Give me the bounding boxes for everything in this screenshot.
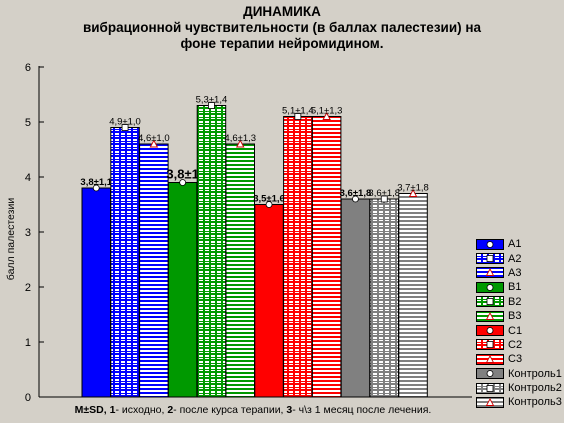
legend-marker — [486, 341, 494, 349]
legend-marker — [486, 283, 494, 291]
bar-marker — [352, 195, 359, 203]
bar-marker — [149, 139, 159, 148]
legend-swatch — [476, 339, 504, 351]
bar-marker — [408, 189, 418, 197]
legend-item: Контроль1 — [476, 367, 564, 381]
y-tick-label: 6 — [25, 62, 31, 74]
legend-item: B2 — [476, 295, 564, 309]
legend-label: Контроль2 — [508, 382, 562, 395]
bar-value-label: 5,1±1,3 — [311, 106, 343, 117]
y-tick-label: 0 — [25, 392, 31, 404]
legend-item: A1 — [476, 237, 564, 251]
bar-A3 — [139, 143, 169, 398]
legend-swatch — [476, 396, 504, 408]
legend-marker — [486, 370, 494, 378]
bar-C3 — [311, 116, 342, 398]
legend-item: Контроль3 — [476, 395, 564, 409]
legend-swatch — [476, 296, 504, 308]
bar-Контроль2 — [369, 198, 399, 398]
bar-marker — [235, 139, 245, 148]
legend-swatch — [476, 368, 504, 380]
y-tick-label: 3 — [25, 227, 31, 239]
legend-swatch — [476, 267, 504, 279]
bar-B1 — [167, 182, 198, 398]
legend-marker — [485, 268, 495, 277]
legend-item: C1 — [476, 323, 564, 337]
legend-item: B3 — [476, 309, 564, 323]
bar-value-label: 3,7±1,8 — [397, 183, 429, 194]
bar-value-label: 3,8±1 — [166, 167, 198, 182]
legend-swatch — [476, 353, 504, 365]
bar-C2 — [283, 116, 313, 398]
bar-value-label: 4,9±1,0 — [109, 117, 141, 128]
chart-title-line: ДИНАМИКА — [243, 4, 321, 19]
legend-item: A2 — [476, 251, 564, 265]
bar-A1 — [81, 187, 111, 398]
chart-title: ДИНАМИКА вибрационной чувствительности (… — [0, 4, 564, 52]
legend-marker — [485, 398, 495, 406]
legend-label: B3 — [508, 310, 522, 323]
legend-item: C3 — [476, 352, 564, 366]
legend-label: A1 — [508, 238, 522, 251]
y-axis-label: балл палестезии — [5, 198, 17, 281]
legend-marker — [486, 298, 494, 306]
bar-value-label: 5,1±1,4 — [282, 106, 314, 117]
bar-value-label: 3,5±1,6 — [253, 194, 285, 205]
legend-marker — [486, 240, 494, 248]
legend-marker — [486, 384, 494, 392]
y-tick-label: 4 — [25, 172, 31, 184]
bar-value-label: 3,8±1,1 — [80, 177, 112, 188]
chart-legend: A1 A2 A3 B1 B2 B3 C1 C2 C3 Контроль1 Контроль2 Конт… — [476, 237, 564, 410]
legend-label: B2 — [508, 295, 522, 308]
bar-Контроль1 — [340, 198, 371, 398]
y-tick-label: 5 — [25, 117, 31, 129]
chart-title-line: фоне терапии нейромидином. — [180, 36, 384, 51]
legend-marker — [485, 354, 495, 363]
bar-C1 — [254, 204, 284, 398]
bar-marker — [322, 112, 331, 120]
legend-swatch — [476, 382, 504, 394]
legend-label: B1 — [508, 281, 522, 294]
legend-swatch — [476, 281, 504, 293]
legend-marker — [486, 327, 494, 334]
legend-swatch — [476, 325, 504, 337]
bar-marker — [92, 184, 100, 192]
bar-marker — [179, 179, 187, 186]
bar-value-label: 4,6±1,0 — [138, 133, 170, 144]
bar-Контроль3 — [398, 193, 428, 398]
y-tick-label: 2 — [25, 282, 31, 294]
bar-B3 — [225, 143, 255, 398]
bar-B2 — [196, 105, 227, 398]
legend-swatch — [476, 310, 504, 322]
legend-label: A2 — [508, 252, 522, 265]
legend-label: C3 — [508, 353, 523, 366]
bar-value-label: 3,6±1,8 — [340, 188, 372, 199]
legend-item: C2 — [476, 338, 564, 352]
legend-item: A3 — [476, 266, 564, 280]
bar-marker — [294, 113, 302, 120]
bar-value-label: 4,6±1,3 — [224, 133, 256, 144]
chart-title-line: вибрационной чувствительности (в баллах … — [82, 20, 482, 35]
legend-item: Контроль2 — [476, 381, 564, 395]
legend-swatch — [476, 238, 504, 250]
legend-label: Контроль3 — [508, 396, 562, 409]
legend-label: A3 — [508, 266, 522, 279]
legend-marker — [485, 311, 495, 320]
legend-label: C1 — [508, 324, 523, 337]
x-axis-label: M±SD, 1- исходно, 2- после курса терапии… — [75, 404, 432, 416]
legend-label: C2 — [508, 338, 523, 351]
legend-label: Контроль1 — [508, 367, 562, 380]
bar-marker — [265, 201, 273, 208]
legend-marker — [486, 255, 494, 262]
bar-marker — [121, 124, 129, 131]
y-tick-label: 1 — [25, 337, 31, 349]
bar-A2 — [110, 127, 140, 398]
legend-item: B1 — [476, 280, 564, 294]
bar-value-label: 5,3±1,4 — [196, 95, 228, 106]
legend-swatch — [476, 253, 504, 265]
bar-marker — [208, 102, 215, 109]
bar-value-label: 3,6±1,8 — [368, 188, 400, 199]
bar-marker — [380, 195, 388, 203]
